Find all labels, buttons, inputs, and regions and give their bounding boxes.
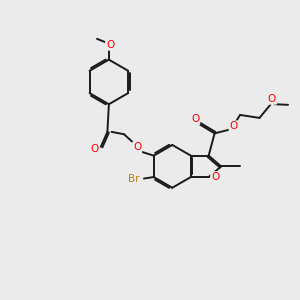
Text: Br: Br (128, 173, 139, 184)
Text: O: O (230, 121, 238, 131)
Text: O: O (106, 40, 114, 50)
Text: O: O (268, 94, 276, 104)
Text: O: O (191, 114, 200, 124)
Text: O: O (133, 142, 141, 152)
Text: O: O (90, 144, 98, 154)
Text: O: O (211, 172, 219, 182)
